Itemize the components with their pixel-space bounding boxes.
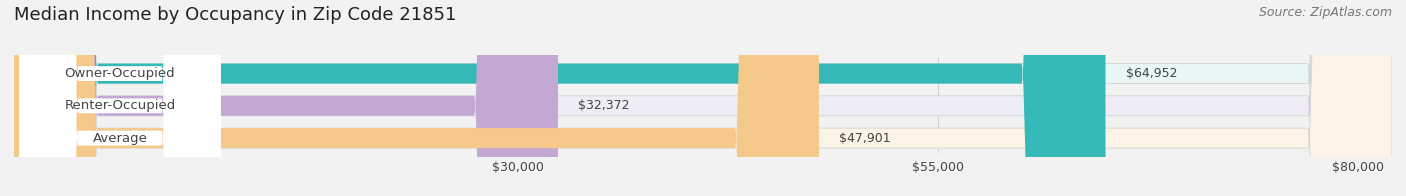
FancyBboxPatch shape [14, 0, 818, 196]
Text: Owner-Occupied: Owner-Occupied [65, 67, 176, 80]
FancyBboxPatch shape [14, 0, 1105, 196]
Text: Renter-Occupied: Renter-Occupied [65, 99, 176, 112]
FancyBboxPatch shape [14, 0, 1392, 196]
FancyBboxPatch shape [20, 0, 221, 196]
Text: Source: ZipAtlas.com: Source: ZipAtlas.com [1258, 6, 1392, 19]
Text: $64,952: $64,952 [1126, 67, 1177, 80]
Text: $47,901: $47,901 [839, 132, 891, 145]
FancyBboxPatch shape [14, 0, 1392, 196]
FancyBboxPatch shape [14, 0, 558, 196]
Text: Average: Average [93, 132, 148, 145]
FancyBboxPatch shape [20, 0, 221, 196]
Text: Median Income by Occupancy in Zip Code 21851: Median Income by Occupancy in Zip Code 2… [14, 6, 457, 24]
FancyBboxPatch shape [20, 0, 221, 196]
FancyBboxPatch shape [14, 0, 1392, 196]
Text: $32,372: $32,372 [578, 99, 630, 112]
